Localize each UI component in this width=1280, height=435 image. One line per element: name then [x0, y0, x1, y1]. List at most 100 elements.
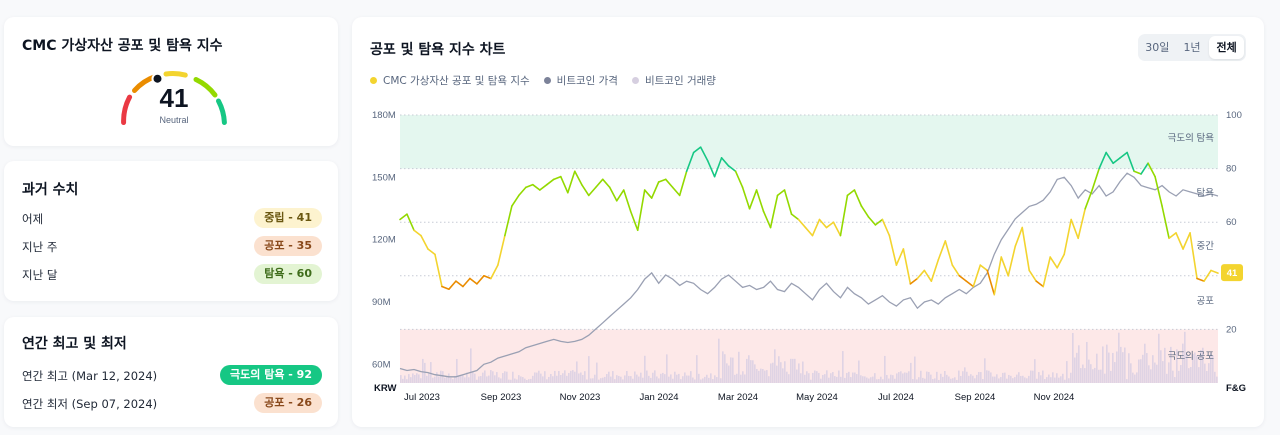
btc-volume-bar: [448, 373, 450, 383]
btc-volume-bar: [1124, 347, 1126, 383]
btc-volume-bar: [960, 375, 962, 383]
btc-volume-bar: [746, 358, 748, 383]
btc-volume-bar: [532, 375, 534, 383]
fear-greed-segment: [566, 170, 576, 194]
btc-volume-bar: [1162, 361, 1164, 383]
btc-volume-bar: [910, 362, 912, 383]
fear-greed-segment: [902, 248, 912, 285]
tab-all[interactable]: 전체: [1209, 36, 1245, 59]
tab-30-days[interactable]: 30일: [1145, 41, 1170, 54]
legend-fear-greed[interactable]: CMC 가상자산 공포 및 탐욕 지수: [370, 73, 530, 88]
fear-greed-chart: 180M150M120M90M60M10080604020극도의 탐욕탐욕중간공…: [372, 110, 1246, 403]
fear-greed-segment: [455, 280, 464, 288]
btc-volume-bar: [422, 358, 424, 383]
fear-greed-segment: [427, 248, 436, 256]
btc-volume-bar: [1184, 331, 1186, 383]
btc-volume-bar: [858, 360, 860, 383]
btc-volume-bar: [1132, 372, 1134, 383]
btc-volume-bar: [1080, 368, 1082, 383]
yearly-title: 연간 최고 및 최저: [22, 336, 127, 352]
btc-volume-bar: [926, 371, 928, 383]
btc-volume-bar: [716, 377, 718, 383]
current-value-badge: [1221, 264, 1243, 282]
btc-volume-bar: [466, 372, 468, 383]
btc-volume-bar: [1208, 363, 1210, 383]
btc-volume-bar: [468, 377, 470, 383]
fear-greed-segment: [448, 280, 457, 291]
legend-btc-price[interactable]: 비트코인 가격: [543, 73, 618, 88]
fear-greed-segment: [958, 274, 968, 282]
btc-volume-bar: [568, 372, 570, 383]
fear-greed-segment: [1175, 232, 1184, 250]
btc-volume-bar: [804, 374, 806, 383]
btc-volume-bar: [636, 374, 638, 383]
btc-volume-bar: [450, 377, 452, 383]
btc-volume-bar: [632, 378, 634, 383]
btc-volume-bar: [610, 376, 612, 383]
fear-greed-segment: [1049, 256, 1058, 269]
btc-volume-bar: [1106, 344, 1108, 383]
btc-volume-bar: [986, 370, 988, 383]
fear-greed-segment: [650, 181, 660, 199]
btc-volume-bar: [518, 375, 520, 383]
btc-volume-bar: [1052, 372, 1054, 383]
btc-volume-bar: [674, 371, 676, 383]
btc-volume-bar: [494, 375, 496, 383]
btc-volume-bar: [738, 351, 740, 383]
btc-volume-bar: [938, 379, 940, 383]
btc-volume-bar: [620, 376, 622, 383]
fear-greed-segment: [580, 183, 590, 197]
btc-volume-bar: [500, 378, 502, 383]
btc-volume-bar: [1122, 352, 1124, 383]
fear-greed-segment: [692, 146, 702, 154]
btc-volume-bar: [546, 379, 548, 383]
btc-volume-bar: [506, 371, 508, 383]
btc-volume-bar: [1038, 372, 1040, 383]
btc-volume-bar: [918, 377, 920, 383]
fear-greed-segment: [734, 170, 744, 189]
fear-greed-segment: [860, 205, 870, 218]
legend-btc-volume[interactable]: 비트코인 거래량: [631, 73, 716, 88]
btc-volume-bar: [878, 379, 880, 383]
btc-volume-bar: [1016, 374, 1018, 383]
fear-greed-segment: [615, 189, 625, 202]
btc-volume-bar: [470, 348, 472, 383]
btc-volume-bar: [686, 375, 688, 383]
btc-volume-bar: [1140, 359, 1142, 383]
btc-volume-bar: [420, 378, 422, 383]
tab-1-year[interactable]: 1년: [1183, 41, 1201, 54]
btc-volume-bar: [502, 373, 504, 383]
btc-volume-bar: [1100, 369, 1102, 383]
fear-greed-segment: [748, 189, 758, 210]
btc-volume-bar: [704, 376, 706, 383]
fear-greed-segment: [657, 178, 667, 183]
btc-volume-bar: [856, 374, 858, 383]
btc-volume-bar: [442, 371, 444, 383]
btc-volume-bar: [1146, 353, 1148, 383]
btc-volume-bar: [1028, 375, 1030, 383]
left-axis-unit: KRW: [374, 383, 397, 394]
fear-greed-segment: [944, 240, 954, 266]
fear-greed-segment: [469, 277, 478, 285]
btc-volume-bar: [556, 375, 558, 383]
btc-volume-bar: [540, 373, 542, 383]
btc-volume-bar: [854, 372, 856, 383]
btc-volume-bar: [1048, 374, 1050, 383]
history-badge-last-month: 탐욕 - 60: [254, 264, 322, 284]
btc-volume-bar: [936, 371, 938, 383]
btc-volume-bar: [1192, 353, 1194, 383]
btc-volume-bar: [618, 375, 620, 383]
fear-greed-segment: [965, 280, 975, 288]
fear-greed-segment: [1077, 208, 1086, 240]
btc-volume-bar: [1006, 378, 1008, 383]
fear-greed-segment: [1203, 269, 1212, 282]
btc-volume-bar: [894, 378, 896, 383]
fear-greed-segment: [993, 256, 1003, 296]
btc-volume-bar: [952, 378, 954, 383]
btc-volume-bar: [460, 375, 462, 383]
fear-greed-segment: [1196, 277, 1205, 282]
btc-volume-bar: [622, 379, 624, 383]
btc-volume-bar: [1166, 373, 1168, 383]
btc-volume-bar: [868, 378, 870, 383]
btc-volume-bar: [480, 376, 482, 383]
